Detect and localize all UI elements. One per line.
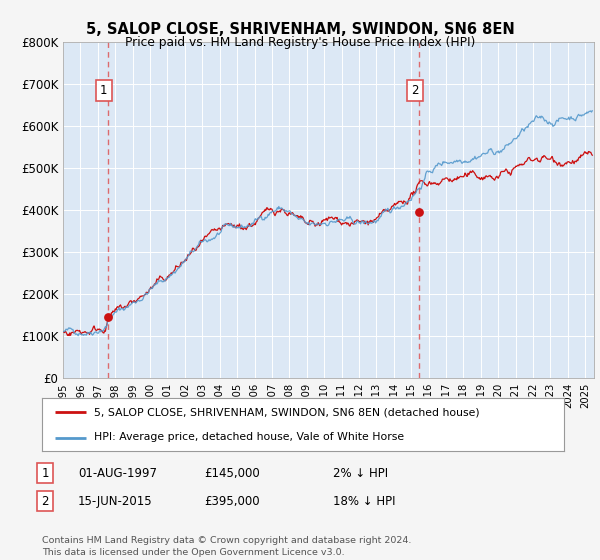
Point xyxy=(103,312,113,321)
Text: £395,000: £395,000 xyxy=(204,494,260,508)
Text: 5, SALOP CLOSE, SHRIVENHAM, SWINDON, SN6 8EN (detached house): 5, SALOP CLOSE, SHRIVENHAM, SWINDON, SN6… xyxy=(94,408,480,418)
Text: 2% ↓ HPI: 2% ↓ HPI xyxy=(333,466,388,480)
Text: 01-AUG-1997: 01-AUG-1997 xyxy=(78,466,157,480)
Text: 1: 1 xyxy=(100,84,107,97)
Text: HPI: Average price, detached house, Vale of White Horse: HPI: Average price, detached house, Vale… xyxy=(94,432,404,442)
Text: 2: 2 xyxy=(41,494,49,508)
Text: 18% ↓ HPI: 18% ↓ HPI xyxy=(333,494,395,508)
Text: £145,000: £145,000 xyxy=(204,466,260,480)
Text: 2: 2 xyxy=(411,84,418,97)
Point xyxy=(414,208,424,217)
Text: 1: 1 xyxy=(41,466,49,480)
Text: 15-JUN-2015: 15-JUN-2015 xyxy=(78,494,152,508)
Text: 5, SALOP CLOSE, SHRIVENHAM, SWINDON, SN6 8EN: 5, SALOP CLOSE, SHRIVENHAM, SWINDON, SN6… xyxy=(86,22,514,38)
Text: Contains HM Land Registry data © Crown copyright and database right 2024.
This d: Contains HM Land Registry data © Crown c… xyxy=(42,536,412,557)
Text: Price paid vs. HM Land Registry's House Price Index (HPI): Price paid vs. HM Land Registry's House … xyxy=(125,36,475,49)
